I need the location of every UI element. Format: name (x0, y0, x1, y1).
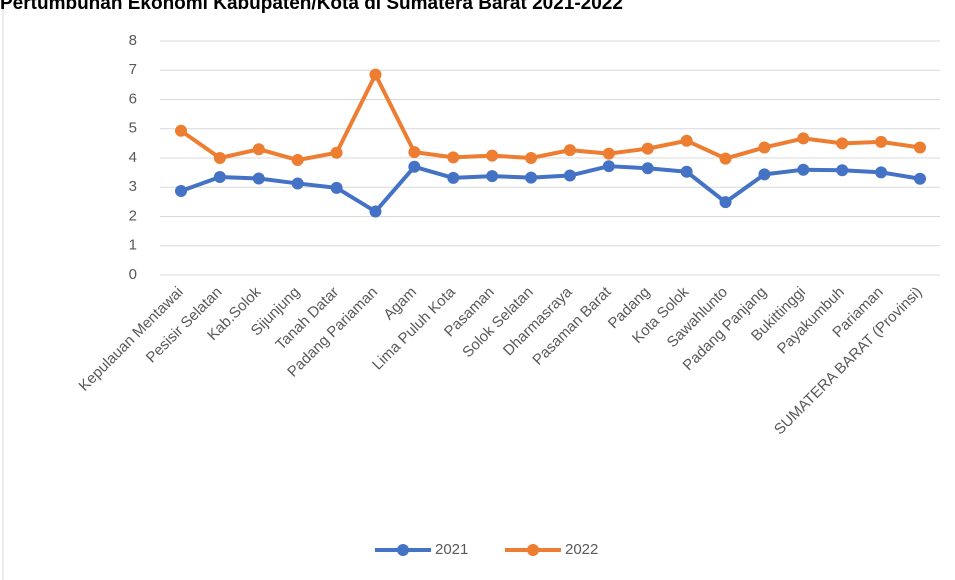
data-point (213, 152, 226, 164)
y-tick-label: 1 (129, 237, 137, 254)
data-point (641, 142, 654, 155)
data-point (602, 147, 615, 160)
y-tick-label: 2 (129, 207, 137, 224)
data-point (369, 205, 382, 218)
data-point (447, 171, 460, 184)
y-tick-label: 3 (129, 178, 137, 195)
data-point (602, 160, 615, 173)
data-point (719, 196, 732, 209)
data-point (486, 170, 499, 183)
data-point (291, 154, 304, 167)
data-point (680, 165, 693, 178)
data-point (680, 134, 693, 147)
legend-marker (397, 544, 409, 556)
data-point (291, 177, 304, 190)
data-point (797, 163, 810, 176)
data-point (408, 146, 421, 159)
data-point (758, 141, 771, 154)
data-point (369, 68, 382, 81)
legend-marker (527, 544, 539, 556)
legend-label: 2022 (565, 541, 598, 558)
data-point (914, 172, 926, 185)
data-point (213, 171, 226, 184)
data-point (408, 160, 421, 173)
y-tick-label: 8 (129, 32, 137, 49)
data-point (252, 172, 265, 185)
series-line (179, 72, 921, 163)
data-point (563, 144, 576, 157)
data-point (758, 168, 771, 181)
data-point (330, 146, 343, 159)
y-tick-label: 7 (129, 61, 137, 78)
data-point (563, 169, 576, 182)
legend-label: 2021 (435, 541, 468, 558)
data-point (914, 141, 926, 154)
data-point (875, 166, 888, 179)
data-point (447, 151, 460, 164)
y-tick-label: 0 (129, 266, 137, 283)
data-point (525, 152, 538, 164)
data-point (641, 162, 654, 175)
y-tick-label: 4 (129, 149, 137, 166)
data-point (836, 137, 849, 150)
data-point (486, 149, 499, 162)
data-point (875, 135, 888, 148)
data-point (330, 181, 343, 194)
data-point (836, 164, 849, 177)
chart-frame (2, 0, 4, 580)
data-point (719, 152, 732, 165)
y-tick-label: 6 (129, 90, 137, 107)
series-line (180, 164, 921, 214)
data-point (175, 185, 187, 198)
data-point (252, 143, 265, 156)
y-tick-label: 5 (129, 120, 137, 137)
data-point (797, 132, 810, 145)
chart-title: Pertumbuhan Ekonomi Kabupaten/Kota di Su… (0, 0, 623, 14)
data-point (175, 124, 187, 137)
data-point (525, 171, 538, 184)
